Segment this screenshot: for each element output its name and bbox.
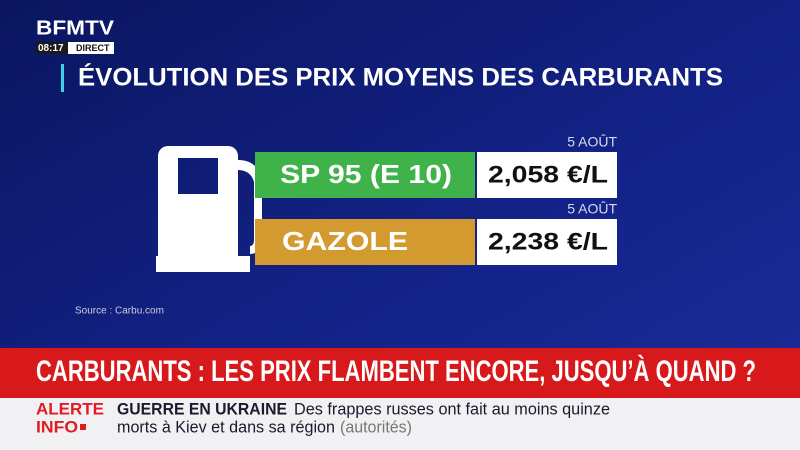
ticker-text: morts à Kiev et dans sa région [117, 417, 335, 436]
source: Source : Carbu.com [75, 306, 164, 317]
logo: BFMTV [36, 17, 115, 39]
price-box [477, 152, 617, 198]
fuel-bar [255, 219, 475, 265]
ticker-topic: GUERRE EN UKRAINE [117, 399, 287, 418]
alert-dot [80, 424, 86, 430]
title: ÉVOLUTION DES PRIX MOYENS DES CARBURANTS [78, 63, 723, 92]
title-bar [61, 64, 64, 92]
price: 2,058 €/L [488, 161, 608, 188]
fuel-name: GAZOLE [282, 226, 408, 256]
price: 2,238 €/L [488, 228, 608, 255]
date: 5 AOÛT [567, 201, 617, 217]
clock: 08:17 [38, 43, 64, 54]
alert-label: ALERTE [36, 399, 104, 418]
headline: CARBURANTS : LES PRIX FLAMBENT ENCORE, J… [36, 354, 756, 388]
price-box [477, 219, 617, 265]
fuel-bar [255, 152, 475, 198]
ticker-text: Des frappes russes ont fait au moins qui… [294, 399, 610, 418]
clock-bg [36, 42, 68, 54]
ticker-attribution: (autorités) [340, 417, 412, 436]
headline-banner [0, 348, 800, 398]
alert-label: INFO [36, 417, 78, 436]
fuel-name: SP 95 (E 10) [280, 159, 452, 189]
ticker-bg [0, 398, 800, 450]
live: DIRECT [76, 43, 110, 53]
date: 5 AOÛT [567, 134, 617, 150]
